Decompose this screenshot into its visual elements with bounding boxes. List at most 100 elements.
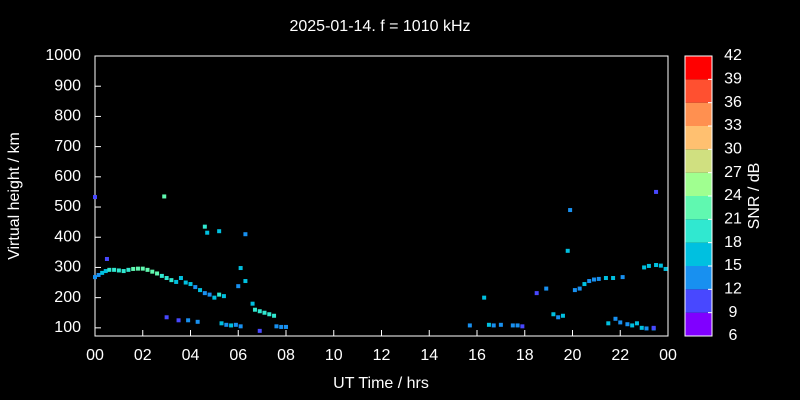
data-point bbox=[224, 322, 229, 327]
data-point bbox=[150, 269, 155, 274]
data-point bbox=[217, 292, 222, 297]
data-point bbox=[178, 276, 183, 281]
y-tick-label: 100 bbox=[54, 319, 81, 336]
data-point bbox=[252, 307, 257, 312]
data-point bbox=[651, 325, 656, 330]
data-point bbox=[257, 328, 262, 333]
x-tick-label: 04 bbox=[182, 347, 200, 364]
x-tick-label: 18 bbox=[516, 347, 534, 364]
colorbar-band bbox=[685, 172, 712, 196]
data-point bbox=[162, 194, 167, 199]
data-point bbox=[274, 324, 279, 329]
x-tick-label: 00 bbox=[659, 347, 677, 364]
data-point bbox=[202, 224, 207, 229]
y-tick-label: 700 bbox=[54, 138, 81, 155]
data-point bbox=[620, 275, 625, 280]
data-point bbox=[186, 318, 191, 323]
x-axis-label: UT Time / hrs bbox=[333, 375, 429, 392]
data-point bbox=[221, 294, 226, 299]
data-point bbox=[498, 322, 503, 327]
plot-frame bbox=[94, 55, 669, 337]
x-tick-label: 00 bbox=[86, 347, 104, 364]
y-tick-label: 1000 bbox=[45, 47, 81, 64]
y-tick-label: 800 bbox=[54, 108, 81, 125]
colorbar-band bbox=[685, 266, 712, 290]
colorbar-tick-label: 42 bbox=[724, 47, 742, 64]
x-tick-label: 10 bbox=[325, 347, 343, 364]
data-point bbox=[238, 324, 243, 329]
data-point bbox=[262, 310, 267, 315]
data-point bbox=[267, 312, 272, 317]
data-point bbox=[642, 265, 647, 270]
data-point bbox=[551, 312, 556, 317]
data-point bbox=[107, 267, 112, 272]
colorbar-tick-label: 27 bbox=[724, 164, 742, 181]
data-point bbox=[630, 323, 635, 328]
data-point bbox=[603, 276, 608, 281]
y-tick-label: 400 bbox=[54, 228, 81, 245]
data-point bbox=[556, 315, 561, 320]
colorbar-tick-label: 9 bbox=[729, 304, 738, 321]
data-point bbox=[606, 321, 611, 326]
data-point bbox=[169, 278, 174, 283]
data-point bbox=[233, 322, 238, 327]
data-point bbox=[198, 288, 203, 293]
data-point bbox=[195, 319, 200, 324]
colorbar-label: SNR / dB bbox=[746, 163, 763, 230]
colorbar-tick-label: 36 bbox=[724, 94, 742, 111]
colorbar-band bbox=[685, 312, 712, 336]
data-point bbox=[202, 291, 207, 296]
data-point bbox=[250, 301, 255, 306]
data-point bbox=[100, 270, 105, 275]
data-point bbox=[212, 295, 217, 300]
data-point bbox=[654, 189, 659, 194]
data-point bbox=[634, 321, 639, 326]
data-point bbox=[164, 315, 169, 320]
data-point bbox=[654, 263, 659, 268]
colorbar-band bbox=[685, 149, 712, 173]
data-point bbox=[560, 313, 565, 318]
data-point bbox=[238, 266, 243, 271]
data-point bbox=[658, 263, 663, 268]
x-tick-label: 12 bbox=[373, 347, 391, 364]
data-point bbox=[591, 277, 596, 282]
colorbar-tick-label: 33 bbox=[724, 117, 742, 134]
data-point bbox=[534, 291, 539, 296]
data-point bbox=[229, 323, 234, 328]
data-point bbox=[116, 268, 121, 273]
x-tick-label: 16 bbox=[468, 347, 486, 364]
data-point bbox=[515, 323, 520, 328]
data-point bbox=[257, 309, 262, 314]
data-point bbox=[176, 318, 181, 323]
x-tick-label: 20 bbox=[564, 347, 582, 364]
data-point bbox=[587, 279, 592, 284]
data-point bbox=[613, 316, 618, 321]
y-tick-label: 300 bbox=[54, 259, 81, 276]
y-tick-label: 500 bbox=[54, 198, 81, 215]
data-point bbox=[663, 266, 668, 271]
colorbar-band bbox=[685, 219, 712, 243]
data-point bbox=[491, 323, 496, 328]
colorbar-tick-label: 30 bbox=[724, 141, 742, 158]
data-point bbox=[284, 324, 288, 329]
colorbar-band bbox=[685, 289, 712, 313]
colorbar-tick-label: 15 bbox=[724, 257, 742, 274]
colorbar-tick-label: 6 bbox=[729, 327, 738, 344]
colorbar-tick-label: 21 bbox=[724, 211, 742, 228]
x-tick-label: 08 bbox=[277, 347, 295, 364]
data-point bbox=[279, 324, 284, 329]
data-point bbox=[236, 284, 241, 289]
data-point bbox=[104, 256, 109, 261]
data-point bbox=[486, 322, 491, 327]
data-point bbox=[520, 324, 525, 329]
x-tick-label: 02 bbox=[134, 347, 152, 364]
data-point bbox=[219, 321, 224, 326]
data-point bbox=[188, 282, 193, 287]
colorbar-tick-label: 24 bbox=[724, 187, 742, 204]
data-point bbox=[272, 313, 277, 318]
data-point bbox=[510, 323, 515, 328]
data-point bbox=[131, 266, 136, 271]
data-point bbox=[577, 286, 582, 291]
data-point bbox=[145, 267, 150, 272]
y-tick-label: 200 bbox=[54, 289, 81, 306]
